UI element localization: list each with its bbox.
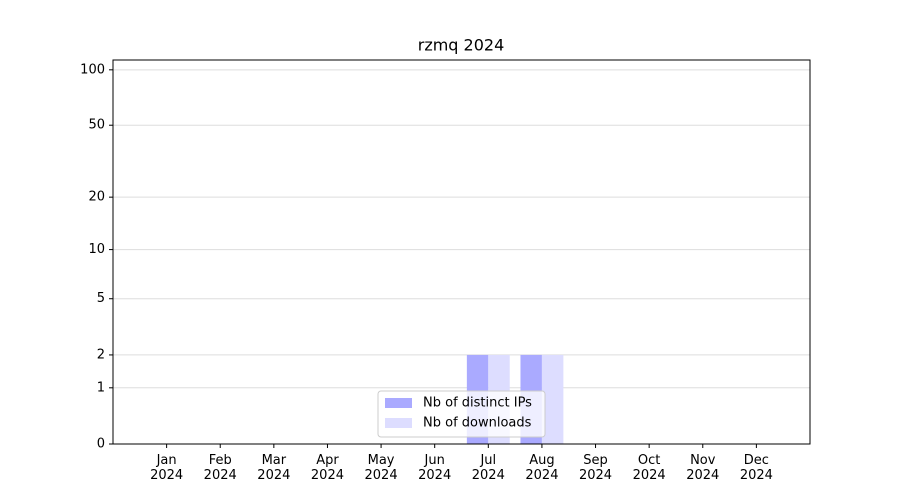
legend-label: Nb of distinct IPs: [423, 396, 532, 411]
y-tick-label: 100: [80, 62, 105, 77]
legend-swatch: [385, 398, 412, 408]
x-tick-label: Mar 2024: [257, 453, 291, 483]
bar: [541, 354, 564, 444]
legend-label: Nb of downloads: [423, 416, 532, 431]
x-tick-label: Feb 2024: [203, 453, 237, 483]
y-tick-label: 2: [97, 347, 105, 362]
chart-title: rzmq 2024: [418, 36, 505, 55]
y-tick-label: 20: [88, 190, 105, 205]
x-tick-label: Jul 2024: [471, 453, 505, 483]
x-tick-label: Dec 2024: [739, 453, 773, 483]
y-tick-label: 10: [88, 242, 105, 257]
x-tick-label: May 2024: [364, 453, 398, 483]
x-tick-label: Jun 2024: [418, 453, 452, 483]
legend-box: [377, 390, 546, 438]
x-tick-label: Sep 2024: [578, 453, 613, 483]
y-tick-label: 50: [88, 118, 105, 133]
x-tick-label: Oct 2024: [632, 453, 666, 483]
x-tick-label: Aug 2024: [525, 453, 559, 483]
y-tick-label: 0: [97, 437, 105, 452]
x-tick-label: Nov 2024: [686, 453, 720, 483]
x-tick-label: Jan 2024: [150, 453, 184, 483]
plot-frame: [112, 59, 811, 445]
legend-swatch: [385, 418, 412, 428]
y-tick-label: 1: [97, 380, 105, 395]
y-tick-label: 5: [97, 291, 105, 306]
x-tick-label: Apr 2024: [310, 453, 344, 483]
